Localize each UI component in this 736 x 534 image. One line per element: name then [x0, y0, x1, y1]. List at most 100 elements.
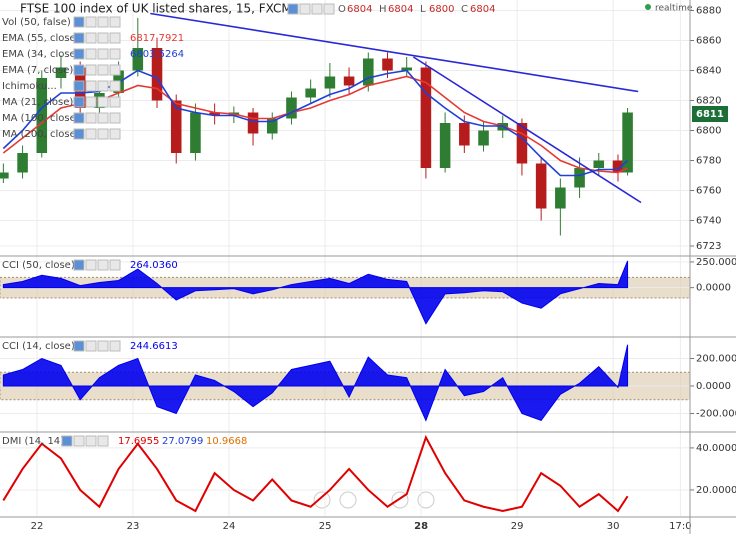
y-tick-label: 6740	[696, 216, 721, 227]
candle-body	[17, 153, 28, 173]
legend-icon[interactable]	[97, 435, 109, 447]
legend-entry: Ichimoku...	[2, 81, 57, 92]
legend-entry: MA (200, close)	[2, 129, 80, 140]
legend-entry: EMA (7, close)	[2, 65, 73, 76]
candle-body	[622, 112, 633, 173]
legend-icon[interactable]	[109, 128, 121, 140]
legend-icon[interactable]	[97, 32, 109, 44]
legend-icon[interactable]	[73, 112, 85, 124]
legend-icon[interactable]	[109, 32, 121, 44]
ohlc-value: 6804	[470, 4, 495, 15]
legend-icon[interactable]	[287, 3, 299, 15]
candle-body	[247, 112, 259, 134]
candle-body	[209, 112, 220, 116]
ohlc-value: 6804	[388, 4, 413, 15]
legend-icon[interactable]	[85, 96, 97, 108]
legend-icon[interactable]	[109, 112, 121, 124]
legend-icon[interactable]	[73, 340, 85, 352]
legend-icon[interactable]	[109, 96, 121, 108]
legend-icon[interactable]	[311, 3, 323, 15]
x-tick-label: 24	[223, 521, 236, 532]
legend-icon[interactable]	[85, 64, 97, 76]
legend-icon[interactable]	[73, 48, 85, 60]
legend-entry: EMA (34, close)	[2, 49, 80, 60]
legend-icon[interactable]	[85, 435, 97, 447]
legend-entry: DMI (14, 14)	[2, 436, 64, 447]
legend-icon[interactable]	[73, 435, 85, 447]
legend-icon[interactable]	[299, 3, 311, 15]
last-price-label: 6811	[696, 109, 724, 120]
legend-icon[interactable]	[85, 112, 97, 124]
candle-body	[343, 76, 355, 86]
legend-icon[interactable]	[73, 32, 85, 44]
legend-icon[interactable]	[109, 64, 121, 76]
legend-icon[interactable]	[97, 16, 109, 28]
legend-readout: 264.0360	[130, 260, 178, 271]
candle-body	[459, 123, 470, 146]
legend-icon[interactable]	[97, 259, 109, 271]
x-tick-label: 22	[31, 521, 44, 532]
trend-line	[150, 12, 639, 93]
legend-icon[interactable]	[323, 3, 335, 15]
x-tick-label: 25	[319, 521, 332, 532]
legend-icon[interactable]	[85, 80, 97, 92]
legend-icon[interactable]	[97, 112, 109, 124]
candle-body	[478, 130, 489, 146]
ohlc-label: H	[379, 4, 387, 15]
legend-icon[interactable]	[97, 128, 109, 140]
legend-icon[interactable]	[109, 16, 121, 28]
legend-icon[interactable]	[73, 64, 85, 76]
legend-icon[interactable]	[73, 80, 85, 92]
legend-icon[interactable]	[109, 259, 121, 271]
legend-icon[interactable]	[97, 64, 109, 76]
chart-title: FTSE 100 index of UK listed shares, 15, …	[20, 2, 292, 16]
x-tick-label: 23	[127, 521, 140, 532]
legend-icon[interactable]	[85, 128, 97, 140]
scroll[interactable]	[417, 491, 435, 509]
zoom-out[interactable]	[313, 491, 331, 509]
candle-body	[266, 118, 278, 134]
y-tick-label: 200.0000	[696, 353, 736, 364]
ohlc-value: 6800	[429, 4, 454, 15]
legend-icon[interactable]	[85, 259, 97, 271]
legend-entry: MA (100, close)	[2, 113, 80, 124]
legend-icon[interactable]	[85, 48, 97, 60]
legend-icon[interactable]	[85, 340, 97, 352]
legend-icon[interactable]	[85, 32, 97, 44]
x-tick-label: 17:0	[669, 521, 691, 532]
legend-icon[interactable]	[61, 435, 73, 447]
legend-icon[interactable]	[109, 80, 121, 92]
status-dot	[645, 4, 651, 10]
candle-body	[286, 97, 297, 119]
ema-line	[2, 69, 629, 177]
legend-icon[interactable]	[73, 259, 85, 271]
legend-entry: EMA (55, close)	[2, 33, 80, 44]
legend-icon[interactable]	[109, 340, 121, 352]
zoom-in[interactable]	[339, 491, 357, 509]
y-tick-label: 6860	[696, 36, 721, 47]
reset[interactable]	[391, 491, 409, 509]
candle-body	[382, 58, 393, 71]
cci-area	[2, 260, 629, 325]
x-tick-label: 30	[607, 521, 620, 532]
candle-body	[36, 78, 48, 153]
legend-entry: MA (21, close)	[2, 97, 73, 108]
legend-icon[interactable]	[97, 48, 109, 60]
ema-line	[2, 75, 628, 174]
candle-body	[612, 160, 624, 173]
legend-icon[interactable]	[97, 340, 109, 352]
legend-icon[interactable]	[73, 16, 85, 28]
y-tick-label: 250.0000	[696, 257, 736, 268]
legend-icon[interactable]	[97, 80, 109, 92]
legend-icon[interactable]	[109, 48, 121, 60]
legend-entry: CCI (14, close)	[2, 341, 75, 352]
legend-icon[interactable]	[97, 96, 109, 108]
legend-icon[interactable]	[73, 96, 85, 108]
candle-body	[170, 100, 182, 153]
legend-icon[interactable]	[73, 128, 85, 140]
ohlc-label: C	[461, 4, 468, 15]
candle-body	[439, 123, 451, 168]
legend-icon[interactable]	[85, 16, 97, 28]
